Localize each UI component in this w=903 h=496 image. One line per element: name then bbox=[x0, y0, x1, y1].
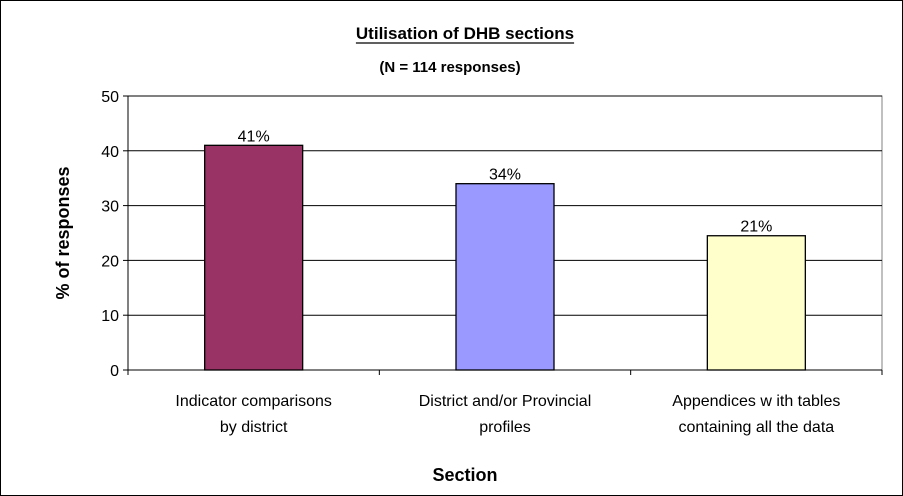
x-category-label: containing all the data bbox=[678, 419, 834, 436]
chart-title: Utilisation of DHB sections bbox=[356, 24, 574, 43]
plot-area: 0 10 20 30 40 50 41% Indicator comparisons by di… bbox=[101, 89, 883, 436]
x-category-label: by district bbox=[220, 419, 288, 436]
data-label: 21% bbox=[740, 219, 772, 236]
y-tick-label: 40 bbox=[101, 144, 119, 161]
chart-subtitle: (N = 114 responses) bbox=[379, 59, 520, 76]
y-axis-title: % of responses bbox=[53, 166, 73, 299]
x-category-label: District and/or Provincial bbox=[419, 393, 592, 410]
bar bbox=[706, 235, 806, 371]
data-label: 34% bbox=[489, 167, 521, 184]
y-tick-label: 50 bbox=[101, 89, 119, 106]
y-tick-label: 10 bbox=[101, 308, 119, 325]
bar bbox=[204, 144, 304, 371]
bar bbox=[455, 183, 555, 371]
data-label: 41% bbox=[238, 128, 270, 145]
x-category-label: profiles bbox=[479, 419, 531, 436]
y-tick-label: 20 bbox=[101, 253, 119, 270]
x-axis-title: Section bbox=[432, 465, 497, 485]
x-category-label: Appendices w ith tables bbox=[672, 393, 840, 410]
x-category-label: Indicator comparisons bbox=[175, 393, 332, 410]
y-tick-label: 0 bbox=[110, 363, 119, 380]
y-tick-label: 30 bbox=[101, 199, 119, 216]
